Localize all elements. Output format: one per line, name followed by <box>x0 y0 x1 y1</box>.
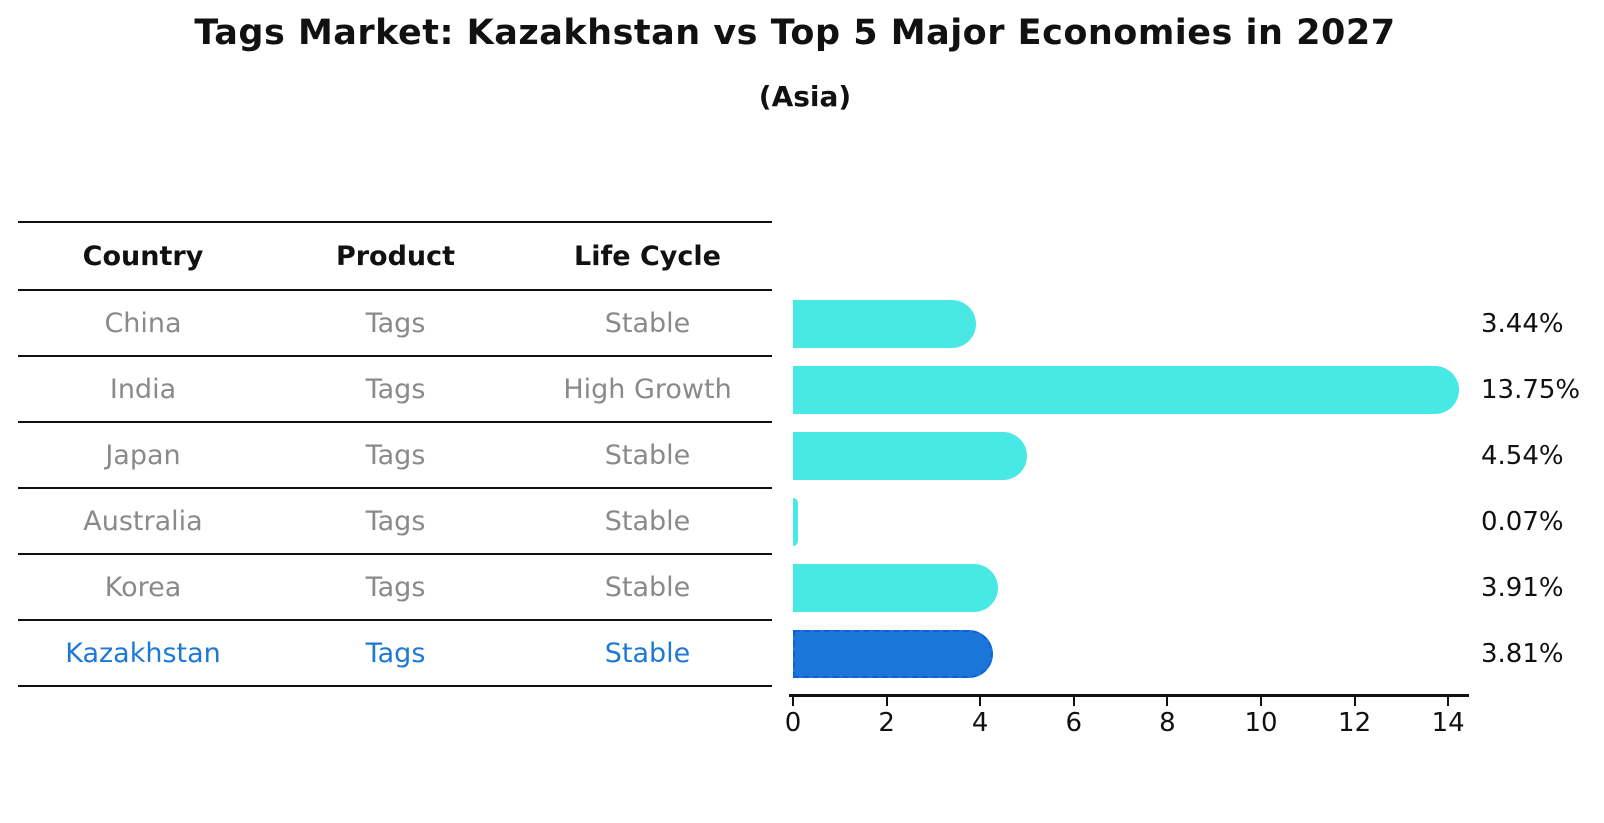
table-rows: China Tags Stable India Tags High Growth Japan… <box>18 291 772 687</box>
bar-australia <box>793 498 798 546</box>
table-cell-life-cycle: Stable <box>604 439 691 471</box>
table-cell-product: Tags <box>365 505 426 537</box>
x-axis-tick <box>1072 697 1075 706</box>
table-header-country: Country <box>82 240 204 272</box>
bar-value-label: 3.44% <box>1481 309 1564 339</box>
table-row-china: China Tags Stable <box>18 291 772 357</box>
bar-china <box>793 300 976 348</box>
table-cell-country: China <box>104 307 182 339</box>
table-header-life-cycle: Life Cycle <box>574 240 721 272</box>
x-axis-tick-label: 0 <box>784 708 802 738</box>
table-row-japan: Japan Tags Stable <box>18 423 772 489</box>
bar-value-label: 4.54% <box>1481 441 1564 471</box>
table-cell-country: Japan <box>105 439 181 471</box>
bar-value-label: 0.07% <box>1481 507 1564 537</box>
country-table: Country Product Life Cycle China Tags Stab… <box>18 221 772 687</box>
table-row-kazakhstan: Kazakhstan Tags Stable <box>18 621 772 687</box>
table-cell-life-cycle: High Growth <box>563 373 732 405</box>
x-axis-tick <box>885 697 888 706</box>
table-cell-country: Kazakhstan <box>65 637 221 669</box>
bar-india <box>793 366 1459 414</box>
x-axis-tick-label: 6 <box>1065 708 1083 738</box>
chart-subtitle: (Asia) <box>758 80 852 113</box>
x-axis-tick-label: 4 <box>971 708 989 738</box>
table-cell-product: Tags <box>365 439 426 471</box>
x-axis-tick <box>1353 697 1356 706</box>
table-cell-product: Tags <box>365 373 426 405</box>
table-row-india: India Tags High Growth <box>18 357 772 423</box>
bar-japan <box>793 432 1028 480</box>
x-axis-tick <box>792 697 794 706</box>
table-row-korea: Korea Tags Stable <box>18 555 772 621</box>
table-cell-country: Australia <box>83 505 203 537</box>
table-cell-life-cycle: Stable <box>604 505 691 537</box>
bar-kazakhstan <box>793 630 994 678</box>
x-axis-tick-label: 12 <box>1338 708 1372 738</box>
table-header-product: Product <box>335 240 456 272</box>
x-axis-tick <box>1447 697 1450 706</box>
x-axis-tick-label: 10 <box>1244 708 1278 738</box>
x-axis-tick <box>979 697 982 706</box>
table-cell-life-cycle: Stable <box>604 571 691 603</box>
bar-value-label: 3.91% <box>1481 573 1564 603</box>
chart-title: Tags Market: Kazakhstan vs Top 5 Major E… <box>194 13 1396 53</box>
table-cell-product: Tags <box>365 307 426 339</box>
x-axis-tick-label: 2 <box>878 708 895 738</box>
table-row-australia: Australia Tags Stable <box>18 489 772 555</box>
table-cell-country: Korea <box>104 571 182 603</box>
x-axis-tick-label: 14 <box>1431 708 1465 738</box>
bar-value-label: 3.81% <box>1481 639 1564 669</box>
bar-korea <box>793 564 998 612</box>
x-axis-tick <box>1260 697 1262 706</box>
x-axis-line <box>789 694 1469 697</box>
x-axis-tick-label: 8 <box>1159 708 1176 738</box>
table-cell-life-cycle: Stable <box>604 307 691 339</box>
table-cell-product: Tags <box>365 571 426 603</box>
table-cell-product: Tags <box>365 637 426 669</box>
bar-value-label: 13.75% <box>1481 375 1581 405</box>
table-cell-country: India <box>109 373 177 405</box>
table-cell-life-cycle: Stable <box>604 637 691 669</box>
table-header-row: Country Product Life Cycle <box>18 223 772 291</box>
x-axis-tick <box>1166 697 1169 706</box>
